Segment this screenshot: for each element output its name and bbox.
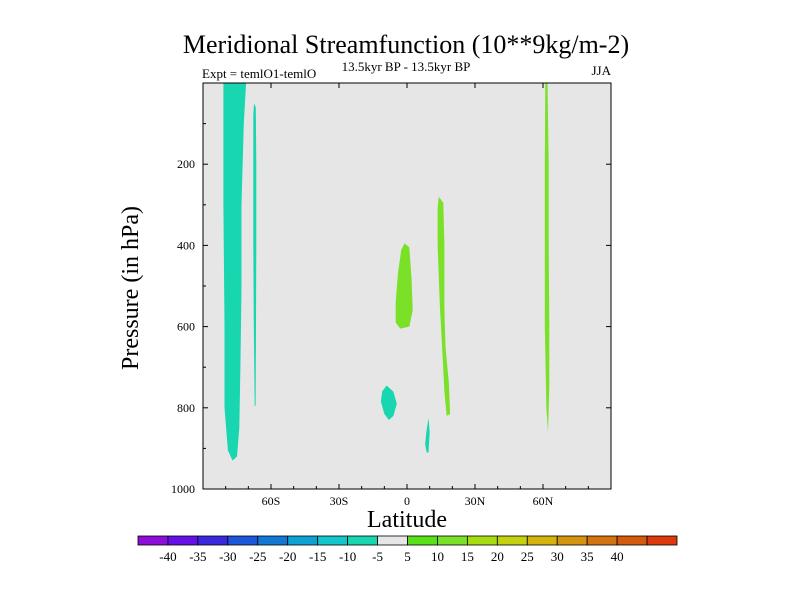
colorbar: -40 -35 -30 -25 -20 -15 -10 -5 5 10 15 20 25 30 35 40 (137, 535, 678, 564)
season-label: JJA (591, 63, 611, 78)
y-tick-label: 800 (177, 401, 195, 415)
colorbar-swatch (616, 535, 648, 546)
period-label: 13.5kyr BP - 13.5kyr BP (342, 59, 471, 74)
colorbar-label: 35 (581, 549, 594, 564)
x-tick-label: 60S (262, 494, 281, 508)
contour-pos-blob-eq (395, 243, 413, 329)
colorbar-swatch (437, 535, 468, 546)
colorbar-swatch (407, 535, 438, 546)
y-tick-label: 400 (177, 238, 195, 252)
x-axis-label: Latitude (367, 507, 447, 533)
contour-neg-blob-10s (380, 385, 397, 420)
colorbar-swatch (317, 535, 349, 546)
colorbar-swatch (287, 535, 319, 546)
x-tick-label: 30N (465, 494, 486, 508)
colorbar-label: 10 (431, 549, 444, 564)
contour-neg-band-70s (223, 83, 247, 461)
colorbar-swatch (257, 535, 289, 546)
axis-ticks: 60S 30S 0 30N 60N 200 400 600 800 1000 (171, 83, 611, 508)
y-tick-label: 1000 (171, 482, 195, 496)
x-tick-label: 30S (330, 494, 349, 508)
colorbar-swatch (137, 535, 169, 546)
colorbar-label: 25 (521, 549, 534, 564)
colorbar-swatch (197, 535, 229, 546)
colorbar-label: -35 (189, 549, 206, 564)
y-axis-label: Pressure (in hPa) (118, 206, 144, 370)
colorbar-label: -10 (339, 549, 356, 564)
contour-pos-band-62n (544, 83, 550, 433)
contour-neg-blob-9n (425, 417, 430, 453)
y-tick-label: 200 (177, 157, 195, 171)
colorbar-swatch (347, 535, 378, 546)
colorbar-label: 40 (611, 549, 624, 564)
colorbar-swatch (526, 535, 558, 546)
colorbar-swatch (556, 535, 588, 546)
colorbar-swatch (646, 535, 678, 546)
experiment-label: Expt = temlO1-temlO (202, 66, 316, 81)
colorbar-label: 20 (491, 549, 504, 564)
colorbar-label: -15 (309, 549, 326, 564)
colorbar-swatch (466, 535, 498, 546)
colorbar-label: 5 (404, 549, 411, 564)
colorbar-label: 15 (461, 549, 474, 564)
colorbar-label: -20 (279, 549, 296, 564)
x-tick-label: 0 (404, 494, 410, 508)
contour-regions (203, 83, 611, 489)
colorbar-swatch (496, 535, 528, 546)
colorbar-label: -5 (372, 549, 383, 564)
colorbar-label: -40 (159, 549, 176, 564)
colorbar-swatch (586, 535, 618, 546)
colorbar-swatch (227, 535, 259, 546)
y-tick-label: 600 (177, 320, 195, 334)
colorbar-swatch (377, 535, 408, 546)
contour-neg-sliver-67s (253, 103, 257, 406)
x-tick-label: 60N (533, 494, 554, 508)
colorbar-label: -25 (249, 549, 266, 564)
colorbar-swatch (167, 535, 199, 546)
contour-pos-band-15n (437, 196, 451, 416)
colorbar-label: -30 (219, 549, 236, 564)
colorbar-label: 30 (551, 549, 564, 564)
chart-title: Meridional Streamfunction (10**9kg/m-2) (183, 30, 629, 59)
